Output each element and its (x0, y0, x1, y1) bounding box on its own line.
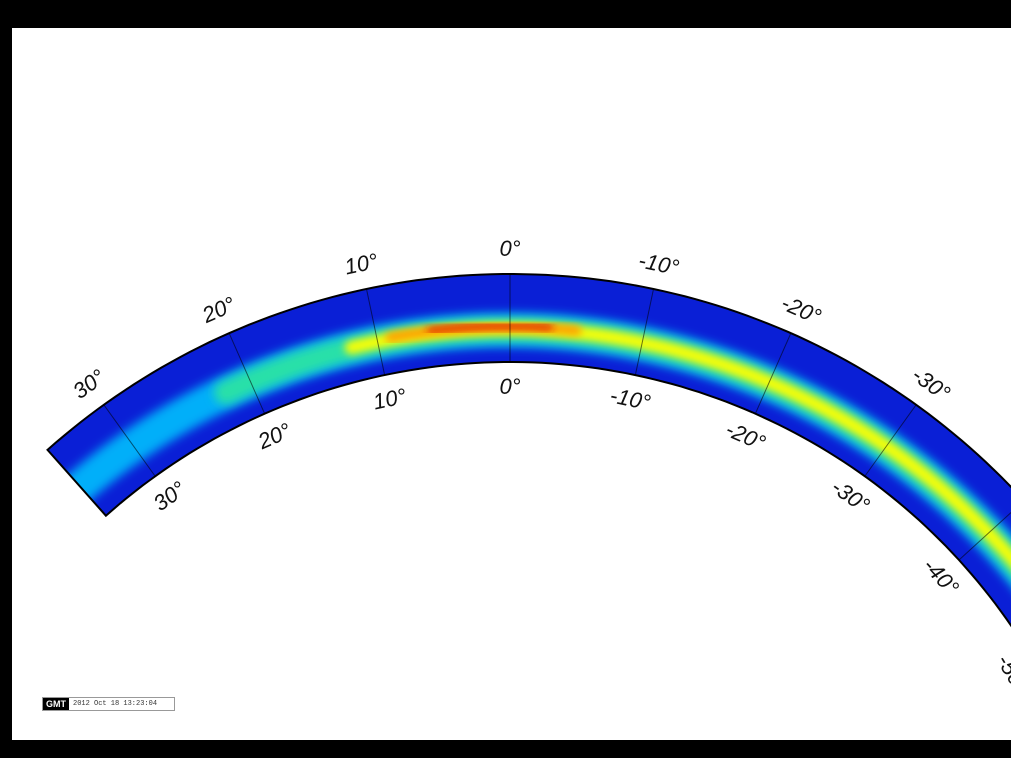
gmt-stamp-text: 2012 Oct 18 13:23:04 (73, 700, 158, 708)
video-letterbox-bottom (0, 740, 1011, 758)
gridline (754, 332, 792, 414)
wedge-outline (46, 273, 1011, 628)
inner-tick-label: -20° (722, 416, 769, 455)
outer-tick-label: 20° (198, 291, 240, 328)
gridline (634, 288, 655, 376)
inner-tick-label: 30° (149, 476, 191, 516)
inner-tick-label: -40° (918, 553, 964, 600)
outer-tick-label: -10° (636, 247, 681, 280)
density-hotspot-red (426, 323, 554, 334)
gmt-timestamp-logo: GMT 2012 Oct 18 13:23:04 (42, 697, 175, 711)
outer-tick-label: -20° (778, 290, 825, 329)
gridline (864, 404, 917, 477)
inner-tick-label: -30° (827, 474, 875, 518)
inner-tick-label: -10° (608, 382, 653, 415)
inner-tick-label: 20° (253, 418, 295, 455)
inner-tick-label: 0° (499, 374, 520, 399)
outer-tick-label: 10° (342, 248, 380, 279)
outer-tick-label: -30° (907, 362, 955, 406)
gmt-tag: GMT (43, 698, 69, 710)
video-letterbox-top (0, 0, 1011, 28)
outer-tick-label: 30° (68, 364, 110, 404)
outer-tick-label: 0° (499, 236, 520, 261)
gridline (958, 500, 1011, 561)
inner-tick-label: -50° (992, 650, 1011, 698)
gridline (228, 332, 266, 414)
gridline (365, 288, 386, 376)
gridline (103, 404, 156, 477)
radial-gridlines (103, 274, 1011, 561)
wedge-fill (47, 274, 1011, 718)
wedge-background (47, 274, 1011, 718)
inner-tick-label: 10° (371, 383, 409, 414)
